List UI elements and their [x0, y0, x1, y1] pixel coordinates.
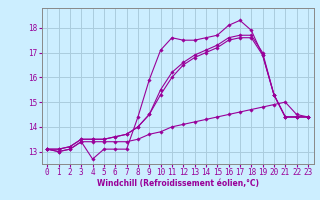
X-axis label: Windchill (Refroidissement éolien,°C): Windchill (Refroidissement éolien,°C)	[97, 179, 259, 188]
